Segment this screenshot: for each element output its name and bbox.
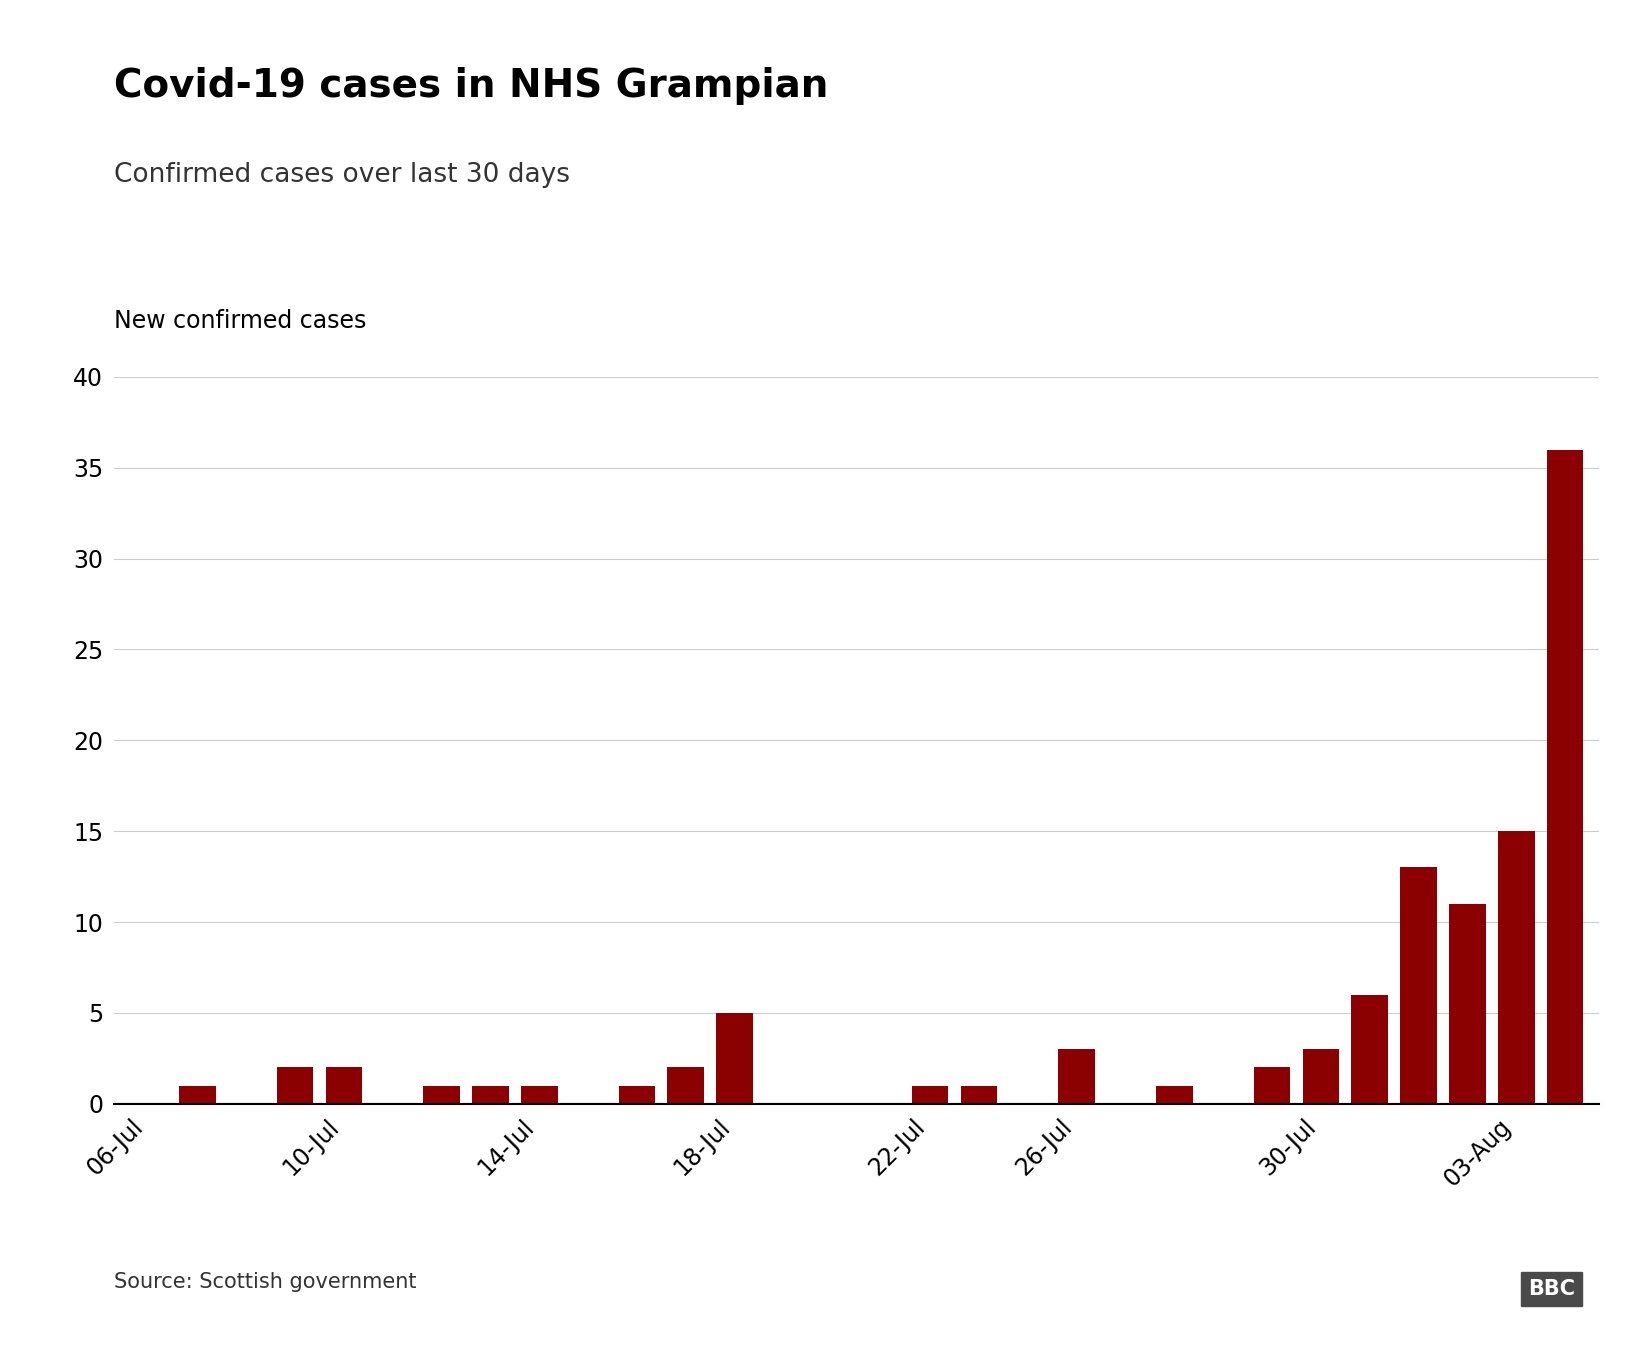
Bar (1253, 1067, 1291, 1104)
Bar (1547, 450, 1583, 1104)
Bar (423, 1086, 460, 1104)
Text: Confirmed cases over last 30 days: Confirmed cases over last 30 days (114, 162, 570, 187)
Text: New confirmed cases: New confirmed cases (114, 310, 367, 334)
Bar (961, 1086, 997, 1104)
Bar (521, 1086, 558, 1104)
Text: Source: Scottish government: Source: Scottish government (114, 1272, 416, 1292)
Bar (619, 1086, 656, 1104)
Bar (1498, 830, 1534, 1104)
Bar (1058, 1050, 1095, 1104)
Text: Covid-19 cases in NHS Grampian: Covid-19 cases in NHS Grampian (114, 67, 829, 105)
Bar (667, 1067, 703, 1104)
Bar (277, 1067, 313, 1104)
Bar (180, 1086, 215, 1104)
Bar (472, 1086, 509, 1104)
Bar (912, 1086, 948, 1104)
Bar (1400, 868, 1436, 1104)
Bar (1449, 905, 1485, 1104)
Bar (1302, 1050, 1340, 1104)
Text: BBC: BBC (1528, 1279, 1575, 1299)
Bar (325, 1067, 362, 1104)
Bar (1155, 1086, 1193, 1104)
Bar (716, 1014, 752, 1104)
Bar (1351, 995, 1389, 1104)
